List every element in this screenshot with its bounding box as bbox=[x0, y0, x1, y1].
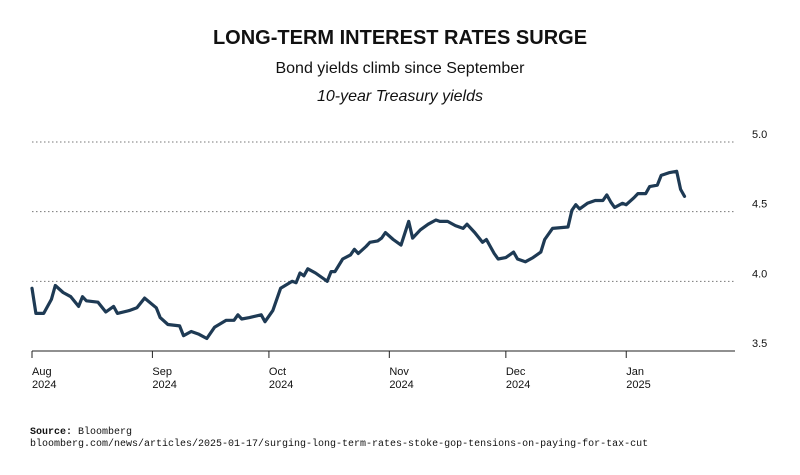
x-tick-label: Dec 2024 bbox=[506, 366, 530, 391]
x-tick-label: Nov 2024 bbox=[389, 366, 413, 391]
x-tick-label: Aug 2024 bbox=[32, 366, 56, 391]
y-tick-label: 4.5 bbox=[752, 199, 767, 211]
line-series bbox=[30, 169, 687, 341]
source: Source: Bloomberg bbox=[30, 426, 132, 438]
chart-title: LONG-TERM INTEREST RATES SURGE bbox=[213, 27, 587, 49]
x-tick-label: Jan 2025 bbox=[626, 366, 650, 391]
x-tick-label: Sep 2024 bbox=[152, 366, 176, 391]
y-tick-label: 3.5 bbox=[752, 338, 767, 350]
chart-description: 10-year Treasury yields bbox=[317, 88, 483, 105]
y-tick-label: 4.0 bbox=[752, 268, 767, 280]
y-tick-label: 5.0 bbox=[752, 129, 767, 141]
source-url: bloomberg.com/news/articles/2025-01-17/s… bbox=[30, 438, 648, 450]
x-tick-label: Oct 2024 bbox=[269, 366, 293, 391]
chart-subtitle: Bond yields climb since September bbox=[275, 60, 525, 77]
